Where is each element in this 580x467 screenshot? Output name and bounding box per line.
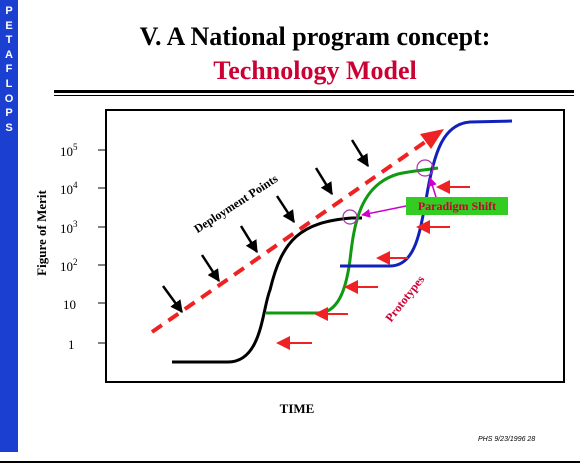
paradigm-shift-box [406,197,508,215]
prototype-arrow [276,336,312,350]
slide-subtitle: Technology Model [213,56,417,85]
prototype-arrow [376,251,408,265]
paradigm-shift-label: Paradigm Shift [418,199,496,213]
sidebar-letter: P [5,107,13,120]
prototype-arrows [276,180,470,350]
y-tick-label: 10 [63,297,76,312]
sidebar-letter: P [5,5,13,17]
y-tick-label: 104 [60,180,78,197]
sidebar-letter: O [4,92,14,105]
sidebar-letter: T [5,34,13,47]
prototype-arrow [314,307,348,321]
x-axis-label: TIME [280,401,315,416]
deployment-arrow [275,195,296,224]
y-tick-label: 103 [60,219,78,236]
trend-line [150,138,430,334]
sidebar-letter: A [5,48,13,61]
deployment-arrows [161,139,370,314]
deployment-arrow [161,285,184,314]
slide-title: V. A National program concept: [139,22,491,51]
sidebar-letter: L [5,77,13,90]
transition-circle [342,209,358,225]
title-rule-thick [54,90,574,93]
prototypes-label: Prototypes [382,272,427,324]
deployment-arrow [200,254,221,283]
paradigm-arrow [428,177,437,198]
prototype-arrow [416,220,450,234]
bottom-rule [0,461,580,463]
sidebar-letter: S [5,121,13,134]
deployment-arrow [350,139,370,168]
sidebar-letter: E [5,19,13,32]
y-axis-label: Figure of Merit [34,189,49,275]
deployment-points-label: Deployment Points [191,171,280,236]
plot-frame [105,109,565,383]
sidebar-letter: F [5,63,13,76]
petaflops-sidebar [0,0,18,452]
generation-3-curve [340,119,513,268]
prototype-arrow [344,280,378,294]
petaflops-vertical-text: P E T A F L O P S [0,4,18,135]
y-tick-label: 102 [60,257,78,274]
y-tick-label: 1 [68,337,75,352]
paradigm-arrow [361,205,407,218]
generation-1-curve [172,216,362,364]
trend-arrowhead [420,129,444,149]
deployment-arrow [239,225,259,254]
transition-circle [416,159,434,177]
footer-note: PHS 9/23/1996 28 [478,436,536,443]
y-tick-label: 105 [60,142,78,159]
deployment-arrow [314,167,334,196]
title-rule-thin [54,95,574,96]
generation-2-curve [266,166,439,315]
y-axis-ticks [98,149,106,344]
prototype-arrow [436,180,470,194]
